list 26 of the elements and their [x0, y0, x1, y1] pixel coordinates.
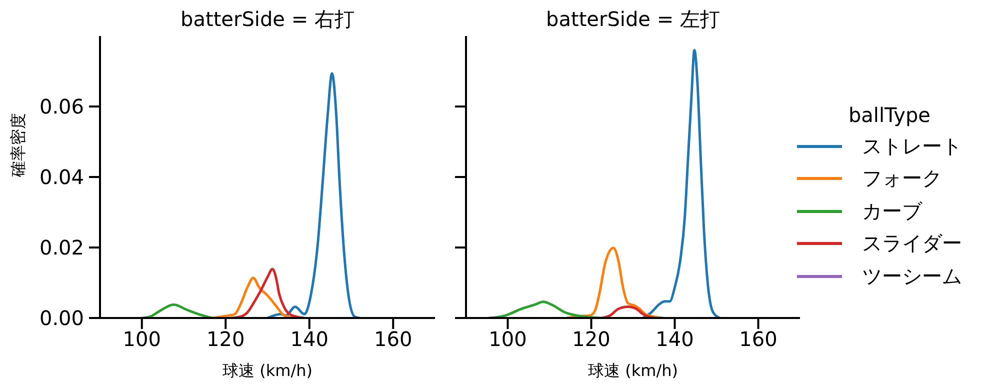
- x-tick-label: 120: [206, 327, 245, 352]
- x-axis-title: 球速 (km/h): [222, 361, 312, 380]
- y-tick-label: 0.04: [39, 165, 84, 190]
- x-tick-label: 100: [488, 327, 527, 352]
- x-tick-label: 140: [656, 327, 694, 352]
- legend-label: フォーク: [862, 165, 942, 192]
- x-tick-label: 120: [572, 327, 610, 352]
- legend-label: ストレート: [862, 132, 962, 160]
- x-axis-title: 球速 (km/h): [588, 361, 678, 380]
- y-tick-label: 0.06: [39, 94, 84, 119]
- legend-title: ballType: [848, 103, 930, 127]
- legend-label: スライダー: [862, 230, 962, 258]
- x-tick-label: 160: [739, 327, 778, 352]
- chart-title: batterSide = 右打: [180, 7, 354, 31]
- chart-title: batterSide = 左打: [546, 7, 720, 31]
- y-tick-label: 0.00: [39, 306, 84, 330]
- legend-label: カーブ: [862, 198, 922, 225]
- x-tick-label: 100: [122, 327, 161, 352]
- legend-label: ツーシーム: [862, 262, 962, 290]
- x-tick-label: 140: [290, 327, 328, 352]
- y-axis-title: 確率密度: [8, 113, 28, 178]
- y-tick-label: 0.02: [39, 236, 84, 260]
- x-tick-label: 160: [374, 327, 412, 352]
- line-series: [140, 303, 214, 318]
- line-series: [230, 268, 306, 318]
- line-series: [266, 72, 361, 318]
